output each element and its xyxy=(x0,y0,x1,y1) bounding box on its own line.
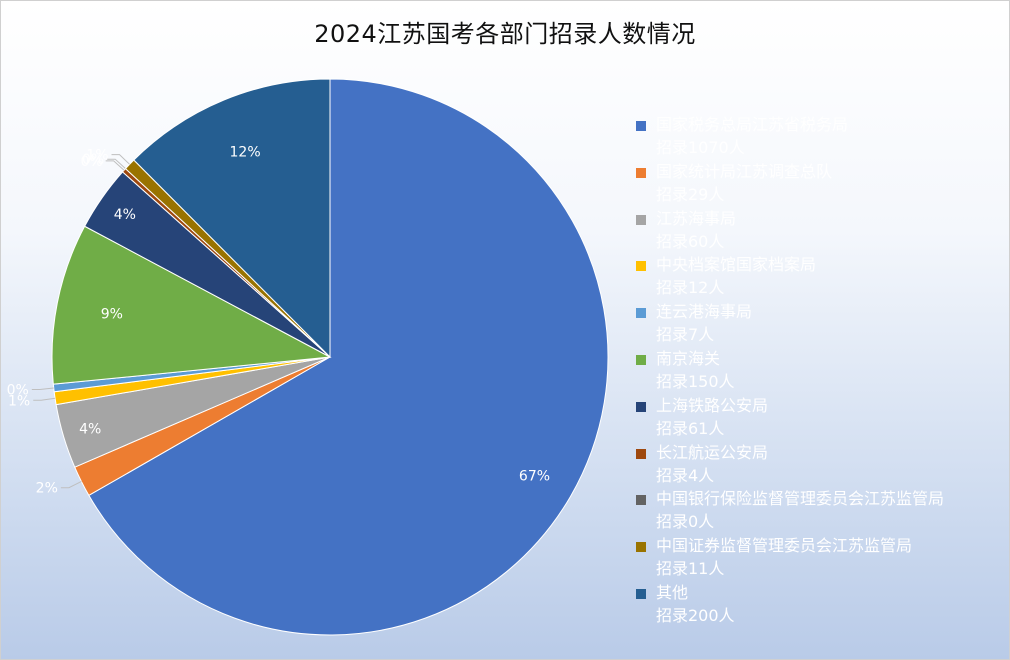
data-label: 0% xyxy=(82,152,104,168)
legend-item: 连云港海事局 招录7人 xyxy=(636,300,1006,347)
legend-swatch xyxy=(636,121,646,131)
legend-count: 招录150人 xyxy=(656,371,735,391)
leader-line xyxy=(31,387,54,391)
data-label: 1% xyxy=(86,148,108,164)
data-label: 1% xyxy=(8,393,30,409)
legend-label: 南京海关 xyxy=(656,348,721,368)
legend-item: 中央档案馆国家档案局 招录12人 xyxy=(636,253,1006,300)
leader-line xyxy=(107,158,126,170)
legend-label: 国家统计局江苏调查总队 xyxy=(656,161,833,181)
legend-label: 中央档案馆国家档案局 xyxy=(656,255,817,275)
legend-count: 招录7人 xyxy=(656,325,715,345)
legend-count: 招录60人 xyxy=(656,231,725,251)
legend-count: 招录12人 xyxy=(656,278,725,298)
legend-item: 中国银行保险监督管理委员会江苏监管局 招录0人 xyxy=(636,487,1006,534)
legend-item: 中国证券监督管理委员会江苏监管局 招录11人 xyxy=(636,534,1006,581)
data-label: 12% xyxy=(230,144,261,160)
data-label: 4% xyxy=(79,422,101,438)
legend-swatch xyxy=(636,588,646,599)
legend-count: 招录1070人 xyxy=(656,138,745,157)
legend-label: 国家税务总局江苏省税务局 xyxy=(656,115,849,134)
pie-slice xyxy=(133,78,331,359)
legend-swatch xyxy=(636,542,646,553)
legend-count: 招录11人 xyxy=(656,559,725,579)
legend-item: 上海铁路公安局 招录61人 xyxy=(636,394,1006,441)
data-label: 0% xyxy=(7,383,29,399)
legend-item: 南京海关招录150人 xyxy=(636,347,1006,394)
leader-line xyxy=(105,160,125,171)
legend: 国家税务总局江苏省税务局 招录1070人 国家统计局江苏调查总队 招录29人 江苏海事局… xyxy=(636,113,1006,628)
legend-item: 国家税务总局江苏省税务局 招录1070人 xyxy=(636,113,1006,160)
leader-line xyxy=(111,154,130,165)
legend-swatch xyxy=(636,308,646,319)
legend-swatch xyxy=(636,167,646,178)
pie-slice xyxy=(88,78,609,636)
legend-item: 其他招录200人 xyxy=(636,581,1006,628)
chart-title: 2024江苏国考各部门招录人数情况 xyxy=(314,20,696,48)
legend-swatch xyxy=(636,354,646,365)
leader-line xyxy=(33,397,56,401)
legend-label: 中国银行保险监督管理委员会江苏监管局 xyxy=(656,489,945,509)
data-label: 2% xyxy=(36,481,58,497)
data-label: 4% xyxy=(114,207,136,223)
legend-label: 其他 xyxy=(656,582,689,602)
legend-swatch xyxy=(636,495,646,506)
legend-count: 招录200人 xyxy=(656,605,735,625)
legend-count: 招录0人 xyxy=(656,512,715,532)
legend-swatch xyxy=(636,448,646,459)
legend-label: 中国证券监督管理委员会江苏监管局 xyxy=(656,536,913,556)
leader-line xyxy=(60,481,82,489)
legend-swatch xyxy=(636,261,646,272)
legend-label: 连云港海事局 xyxy=(656,302,753,322)
data-label: 9% xyxy=(101,307,123,323)
legend-item: 国家统计局江苏调查总队 招录29人 xyxy=(636,160,1006,207)
legend-item: 江苏海事局招录60人 xyxy=(636,207,1006,254)
legend-count: 招录29人 xyxy=(656,184,725,204)
legend-label: 上海铁路公安局 xyxy=(656,395,769,415)
legend-swatch xyxy=(636,401,646,412)
legend-label: 江苏海事局 xyxy=(656,208,737,228)
legend-count: 招录4人 xyxy=(656,465,715,485)
legend-label: 长江航运公安局 xyxy=(656,442,769,462)
data-label: 0% xyxy=(80,154,102,170)
data-label: 67% xyxy=(519,468,550,484)
legend-swatch xyxy=(636,214,646,225)
pie-slice xyxy=(51,225,332,385)
legend-item: 长江航运公安局 招录4人 xyxy=(636,441,1006,488)
legend-count: 招录61人 xyxy=(656,418,725,438)
